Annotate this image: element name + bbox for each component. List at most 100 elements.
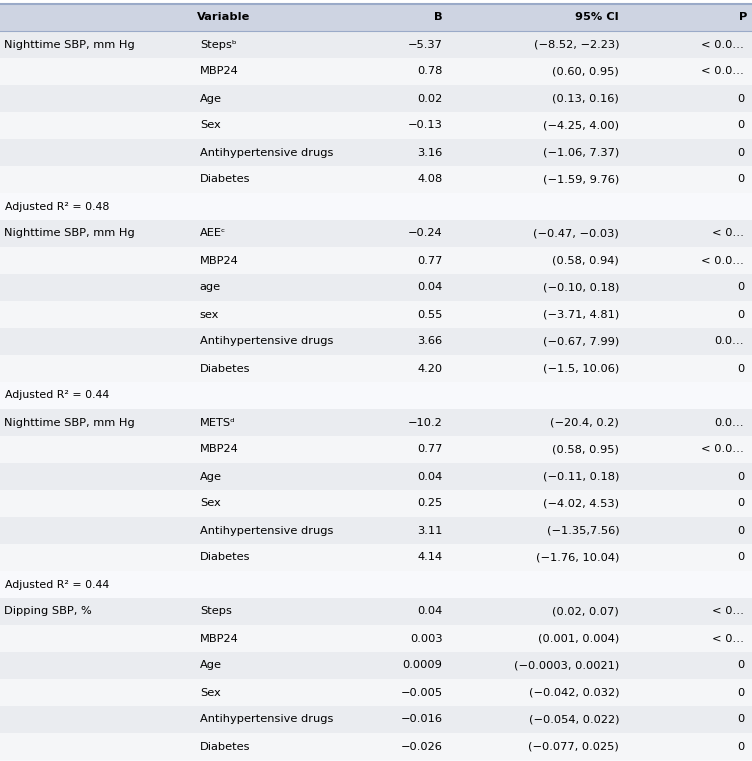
Text: −0.13: −0.13 [408, 120, 442, 130]
Bar [624, 328, 752, 355]
Text: < 0…: < 0… [712, 607, 744, 616]
Text: −0.016: −0.016 [400, 715, 442, 724]
Bar [447, 517, 624, 544]
Text: −10.2: −10.2 [408, 418, 442, 428]
Text: 0.0009: 0.0009 [402, 661, 442, 670]
Bar [357, 4, 447, 31]
Text: −0.026: −0.026 [401, 741, 442, 752]
Bar [447, 409, 624, 436]
Bar [624, 4, 752, 31]
Text: (0.60, 0.95): (0.60, 0.95) [553, 66, 619, 77]
Text: 0: 0 [737, 94, 744, 103]
Bar [357, 112, 447, 139]
Bar [0, 85, 192, 112]
Bar [447, 4, 624, 31]
Bar [624, 58, 752, 85]
Text: MBP24: MBP24 [200, 256, 238, 266]
Text: 3.66: 3.66 [417, 336, 442, 346]
Text: 0.02: 0.02 [417, 94, 442, 103]
Bar [0, 139, 192, 166]
Text: < 0…: < 0… [712, 228, 744, 238]
Bar [624, 544, 752, 571]
Bar [0, 409, 192, 436]
Bar [0, 598, 192, 625]
Bar [0, 220, 192, 247]
Bar [357, 139, 447, 166]
Text: Variable: Variable [197, 12, 250, 23]
Bar [0, 247, 192, 274]
Bar [0, 652, 192, 679]
Bar [447, 571, 624, 598]
Bar [192, 274, 357, 301]
Text: 0: 0 [737, 526, 744, 536]
Text: 0.25: 0.25 [417, 498, 442, 508]
Text: 0.04: 0.04 [417, 472, 442, 482]
Bar [0, 760, 192, 761]
Bar [357, 463, 447, 490]
Text: (−0.054, 0.022): (−0.054, 0.022) [529, 715, 619, 724]
Bar [192, 436, 357, 463]
Text: (−1.76, 10.04): (−1.76, 10.04) [535, 552, 619, 562]
Bar [624, 463, 752, 490]
Bar [192, 4, 357, 31]
Bar [192, 220, 357, 247]
Bar [447, 193, 624, 220]
Text: Adjusted R² = 0.48: Adjusted R² = 0.48 [5, 202, 109, 212]
Bar [0, 328, 192, 355]
Text: Age: Age [200, 661, 222, 670]
Text: (0.13, 0.16): (0.13, 0.16) [553, 94, 619, 103]
Text: sex: sex [200, 310, 219, 320]
Bar [192, 706, 357, 733]
Bar [447, 85, 624, 112]
Text: 0.0…: 0.0… [714, 336, 744, 346]
Text: 0: 0 [737, 364, 744, 374]
Bar [0, 517, 192, 544]
Text: (−0.042, 0.032): (−0.042, 0.032) [529, 687, 619, 698]
Text: Diabetes: Diabetes [200, 741, 250, 752]
Bar [447, 652, 624, 679]
Bar [357, 220, 447, 247]
Text: Diabetes: Diabetes [200, 174, 250, 184]
Bar [0, 112, 192, 139]
Bar [357, 85, 447, 112]
Bar [192, 733, 357, 760]
Bar [624, 625, 752, 652]
Text: (−20.4, 0.2): (−20.4, 0.2) [550, 418, 619, 428]
Text: (−1.59, 9.76): (−1.59, 9.76) [543, 174, 619, 184]
Bar [357, 544, 447, 571]
Text: Dipping SBP, %: Dipping SBP, % [4, 607, 92, 616]
Bar [624, 436, 752, 463]
Bar [192, 544, 357, 571]
Bar [192, 652, 357, 679]
Text: (−3.71, 4.81): (−3.71, 4.81) [543, 310, 619, 320]
Bar [357, 598, 447, 625]
Bar [624, 490, 752, 517]
Text: 95% CI: 95% CI [575, 12, 619, 23]
Text: −0.005: −0.005 [400, 687, 442, 698]
Text: 4.08: 4.08 [417, 174, 442, 184]
Text: Diabetes: Diabetes [200, 364, 250, 374]
Bar [357, 409, 447, 436]
Bar [447, 733, 624, 760]
Text: (−0.0003, 0.0021): (−0.0003, 0.0021) [514, 661, 619, 670]
Text: B: B [434, 12, 442, 23]
Bar [192, 679, 357, 706]
Bar [624, 571, 752, 598]
Bar [624, 598, 752, 625]
Text: Steps: Steps [200, 607, 232, 616]
Bar [357, 733, 447, 760]
Bar [192, 571, 357, 598]
Text: (−4.25, 4.00): (−4.25, 4.00) [543, 120, 619, 130]
Bar [357, 247, 447, 274]
Bar [624, 85, 752, 112]
Bar [447, 112, 624, 139]
Bar [357, 382, 447, 409]
Bar [624, 355, 752, 382]
Text: AEEᶜ: AEEᶜ [200, 228, 226, 238]
Bar [357, 166, 447, 193]
Text: (−0.47, −0.03): (−0.47, −0.03) [533, 228, 619, 238]
Bar [357, 328, 447, 355]
Bar [0, 733, 192, 760]
Text: Antihypertensive drugs: Antihypertensive drugs [200, 715, 333, 724]
Bar [624, 139, 752, 166]
